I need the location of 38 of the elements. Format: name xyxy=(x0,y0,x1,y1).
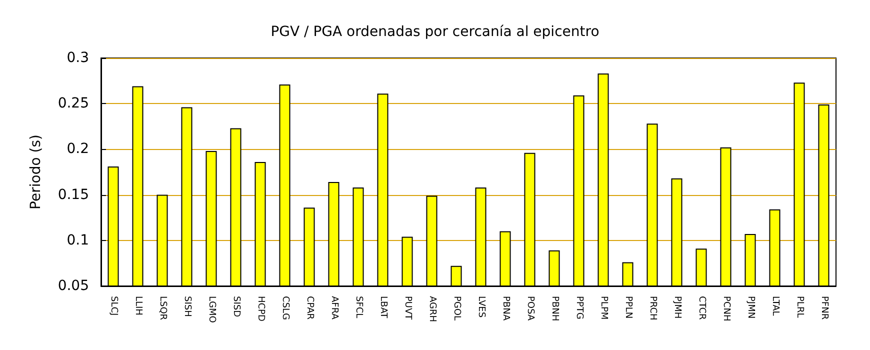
x-tick-label: LBAT xyxy=(378,296,388,319)
x-tick-label: CPAR xyxy=(304,296,314,320)
x-tick-label: SFCL xyxy=(353,296,364,318)
x-tick-label: LSQR xyxy=(157,296,168,320)
x-tick-label: LLIH xyxy=(132,296,143,316)
y-tick-label: 0.2 xyxy=(66,141,89,158)
x-tick-label: PUVT xyxy=(402,296,412,320)
x-tick-label: PFNR xyxy=(818,296,829,320)
x-tick-label: LTAL xyxy=(770,296,780,316)
chart-title: PGV / PGA ordenadas por cercanía al epicentro xyxy=(270,24,600,40)
x-tick-label: LGMO xyxy=(206,296,216,323)
y-axis-title: Periodo (s) xyxy=(28,134,44,210)
x-tick-label: LVES xyxy=(476,296,486,318)
x-tick-label: PGOL xyxy=(451,296,462,320)
x-tick-label: PBNA xyxy=(500,296,510,322)
y-tick-label: 0.05 xyxy=(58,278,89,294)
x-tick-label: CSLG xyxy=(280,296,290,320)
x-tick-label: SLCJ xyxy=(108,296,118,316)
x-tick-label: PCNH xyxy=(720,296,731,322)
x-tick-label: PJMN xyxy=(745,296,756,319)
x-tick-label: CTCR xyxy=(696,296,706,320)
x-tick-label: PRCH xyxy=(647,296,658,320)
x-tick-label: PBNH xyxy=(549,296,560,322)
y-tick-label: 0.1 xyxy=(66,232,89,248)
y-tick-label: 0.25 xyxy=(58,96,89,112)
x-tick-label: PJMH xyxy=(672,296,682,319)
x-tick-label: PPTG xyxy=(574,296,584,320)
x-tick-label: PLPM xyxy=(598,296,608,320)
x-tick-label: POSA xyxy=(524,296,535,322)
x-tick-label: SISD xyxy=(230,296,241,318)
x-tick-label: PLRL xyxy=(794,296,804,318)
x-tick-label: PPLN xyxy=(622,296,633,319)
x-tick-label: HCPD xyxy=(255,296,266,322)
y-tick-label: 0.15 xyxy=(58,186,89,203)
x-tick-label: SISH xyxy=(182,296,192,317)
x-tick-label: AGRH xyxy=(426,296,437,322)
y-tick-label: 0.3 xyxy=(66,50,89,66)
x-tick-label: AFRA xyxy=(328,296,339,320)
